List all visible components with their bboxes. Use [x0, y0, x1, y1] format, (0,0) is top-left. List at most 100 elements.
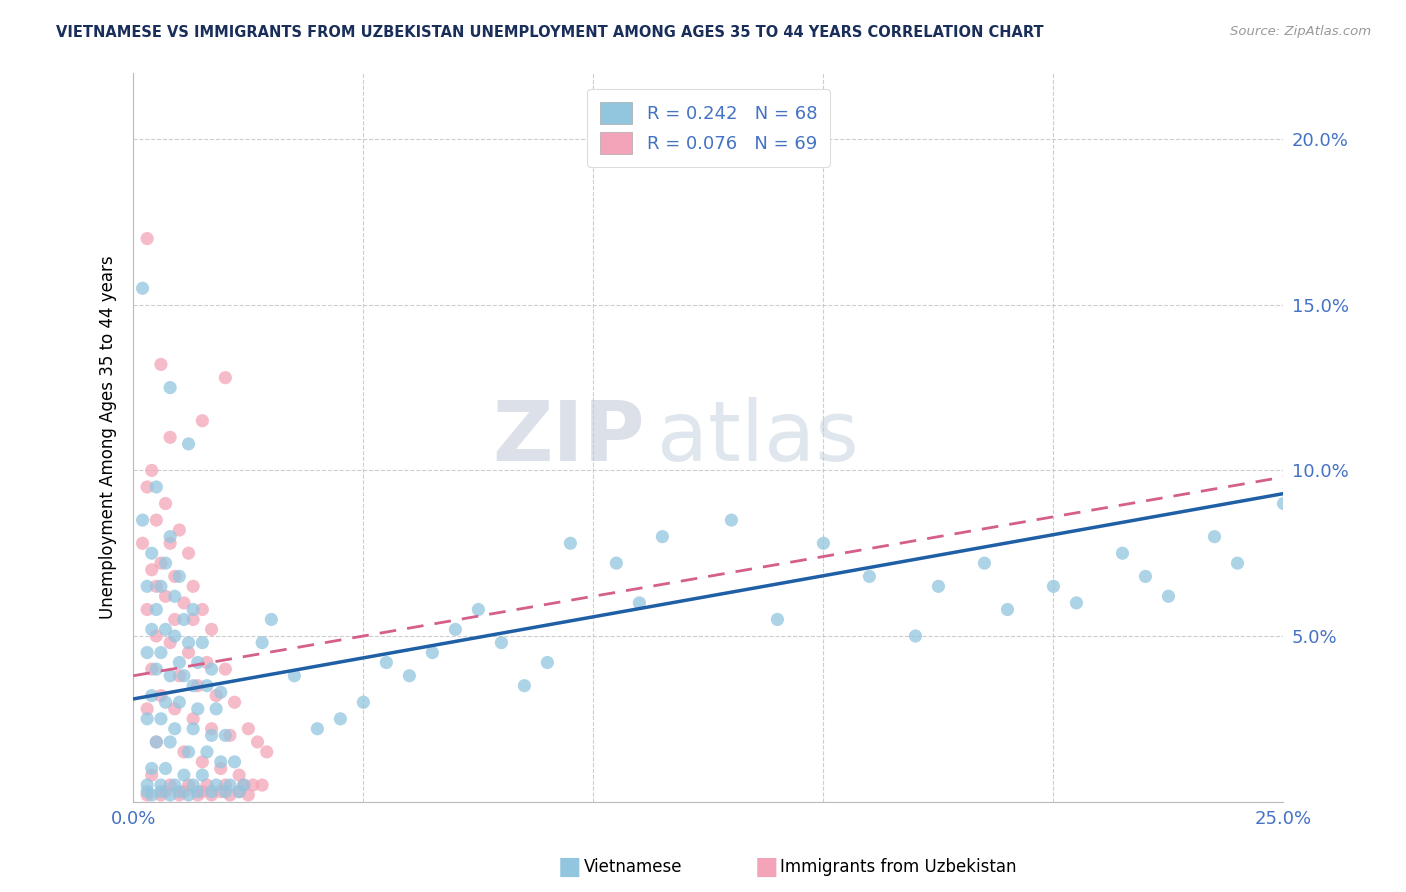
Point — [181, 778, 204, 792]
Point — [145, 480, 167, 494]
Point — [136, 778, 159, 792]
Text: Vietnamese: Vietnamese — [583, 858, 682, 876]
Point — [191, 602, 214, 616]
Point — [141, 788, 163, 802]
Point — [163, 569, 186, 583]
Point — [159, 788, 181, 802]
Point — [191, 768, 214, 782]
Point — [155, 496, 177, 510]
Point — [260, 612, 283, 626]
Point — [352, 695, 374, 709]
Point — [200, 788, 222, 802]
Point — [181, 722, 204, 736]
Point — [177, 546, 200, 560]
Point — [159, 430, 181, 444]
Point — [187, 785, 209, 799]
Point — [173, 768, 195, 782]
Point — [187, 788, 209, 802]
Point — [200, 722, 222, 736]
Point — [195, 679, 218, 693]
Point — [173, 669, 195, 683]
Point — [1272, 496, 1295, 510]
Point — [1066, 596, 1088, 610]
Point — [205, 702, 228, 716]
Point — [163, 702, 186, 716]
Point — [200, 785, 222, 799]
Point — [467, 602, 489, 616]
Point — [136, 579, 159, 593]
Point — [136, 702, 159, 716]
Legend: R = 0.242   N = 68, R = 0.076   N = 69: R = 0.242 N = 68, R = 0.076 N = 69 — [588, 89, 830, 167]
Point — [177, 646, 200, 660]
Point — [159, 536, 181, 550]
Point — [720, 513, 742, 527]
Point — [200, 623, 222, 637]
Point — [187, 656, 209, 670]
Point — [651, 530, 673, 544]
Point — [177, 635, 200, 649]
Point — [209, 762, 232, 776]
Point — [169, 788, 191, 802]
Point — [149, 689, 172, 703]
Point — [191, 785, 214, 799]
Point — [205, 689, 228, 703]
Point — [159, 735, 181, 749]
Text: ZIP: ZIP — [492, 397, 645, 478]
Point — [200, 662, 222, 676]
Point — [200, 728, 222, 742]
Point — [136, 480, 159, 494]
Point — [228, 785, 250, 799]
Point — [187, 679, 209, 693]
Point — [228, 785, 250, 799]
Point — [536, 656, 558, 670]
Point — [181, 612, 204, 626]
Point — [155, 589, 177, 603]
Point — [141, 546, 163, 560]
Point — [149, 785, 172, 799]
Point — [136, 602, 159, 616]
Point — [155, 556, 177, 570]
Point — [1157, 589, 1180, 603]
Point — [173, 596, 195, 610]
Point — [238, 722, 260, 736]
Point — [149, 778, 172, 792]
Point — [163, 629, 186, 643]
Point — [141, 563, 163, 577]
Point — [173, 612, 195, 626]
Point — [169, 656, 191, 670]
Point — [927, 579, 949, 593]
Point — [283, 669, 305, 683]
Point — [214, 662, 236, 676]
Point — [375, 656, 398, 670]
Point — [246, 735, 269, 749]
Point — [177, 778, 200, 792]
Point — [149, 788, 172, 802]
Point — [191, 414, 214, 428]
Point — [214, 785, 236, 799]
Point — [219, 788, 242, 802]
Point — [169, 569, 191, 583]
Point — [209, 755, 232, 769]
Point — [1226, 556, 1249, 570]
Point — [1204, 530, 1226, 544]
Point — [232, 778, 254, 792]
Point — [145, 602, 167, 616]
Point — [149, 556, 172, 570]
Point — [242, 778, 264, 792]
Point — [159, 635, 181, 649]
Point — [973, 556, 995, 570]
Point — [560, 536, 582, 550]
Point — [136, 785, 159, 799]
Point — [181, 602, 204, 616]
Point — [136, 231, 159, 245]
Point — [163, 589, 186, 603]
Text: ■: ■ — [755, 855, 778, 879]
Point — [250, 635, 273, 649]
Point — [131, 536, 153, 550]
Point — [224, 755, 246, 769]
Text: Source: ZipAtlas.com: Source: ZipAtlas.com — [1230, 25, 1371, 38]
Point — [163, 612, 186, 626]
Point — [155, 695, 177, 709]
Point — [214, 370, 236, 384]
Point — [422, 646, 444, 660]
